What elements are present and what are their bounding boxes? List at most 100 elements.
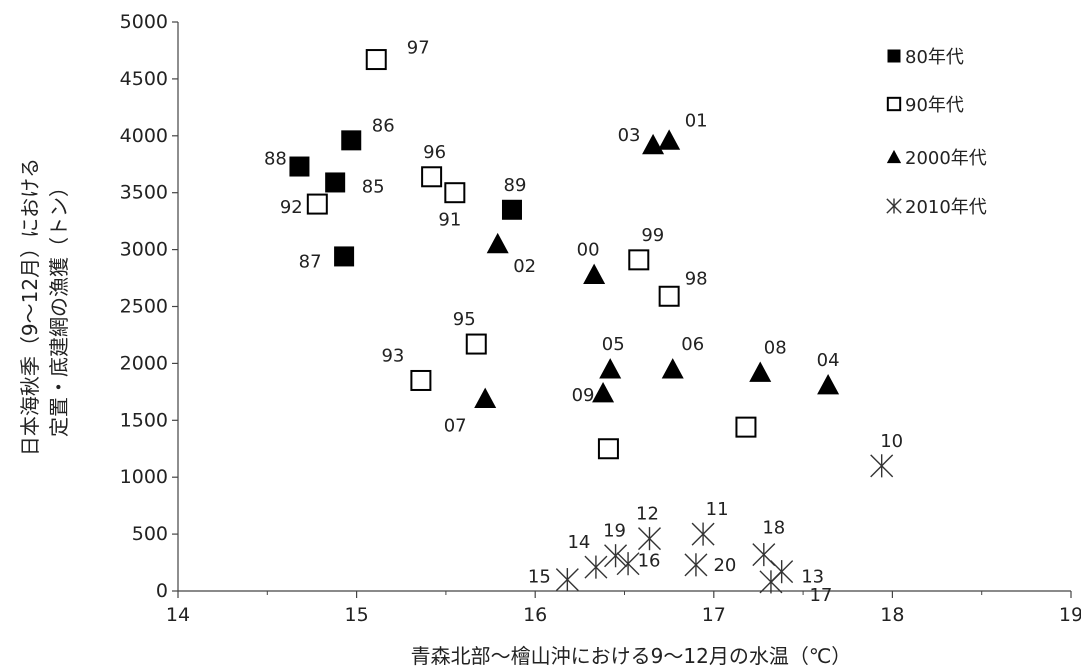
point-label: 97	[407, 38, 430, 59]
triangle-mark	[474, 387, 497, 409]
point-label: 19	[603, 521, 626, 542]
point-label: 02	[513, 256, 536, 277]
y-tick-label: 4000	[120, 125, 168, 147]
y-axis-title-line2: 定置・底建網の漁獲（トン）	[47, 177, 71, 437]
y-tick-label: 5000	[120, 11, 168, 33]
square-mark	[658, 285, 680, 307]
legend-marker-icon	[886, 149, 902, 164]
point-label: 96	[423, 142, 446, 163]
data-point	[501, 199, 522, 220]
point-label: 08	[764, 338, 787, 359]
data-point	[341, 130, 362, 151]
y-tick-label: 3000	[120, 239, 168, 261]
point-label: 12	[636, 504, 659, 525]
point-label: 93	[381, 345, 404, 366]
point-label: 89	[504, 175, 527, 196]
legend-label: 2010年代	[905, 197, 987, 218]
square-mark	[365, 49, 387, 71]
square-mark	[410, 369, 432, 391]
triangle-mark	[661, 358, 684, 379]
data-point	[759, 570, 783, 594]
x-tick-label: 17	[702, 604, 726, 626]
square-mark	[306, 193, 328, 215]
axes	[172, 21, 1072, 598]
data-point	[616, 552, 640, 576]
triangle-mark	[658, 129, 681, 150]
x-tick-label: 15	[345, 604, 369, 626]
triangle-mark	[592, 381, 615, 403]
x-tick-label: 16	[523, 604, 547, 626]
data-point	[599, 358, 622, 379]
data-point	[638, 527, 661, 551]
triangle-mark	[642, 133, 665, 155]
data-point	[325, 172, 346, 193]
point-label: 16	[638, 551, 661, 572]
legend-entry: 2000年代	[886, 148, 987, 169]
square-mark	[628, 249, 650, 271]
y-tick-label: 2500	[120, 296, 168, 318]
square-mark	[444, 182, 466, 204]
point-label: 14	[567, 532, 590, 553]
legend-label: 90年代	[905, 95, 964, 116]
point-label: 18	[762, 518, 785, 539]
data-point	[334, 246, 355, 267]
data-point	[752, 543, 776, 567]
point-label: 99	[641, 225, 664, 246]
point-label: 88	[264, 149, 287, 170]
square-mark	[735, 416, 757, 438]
square-mark	[887, 49, 901, 63]
data-point	[584, 555, 608, 579]
point-label: 01	[685, 110, 708, 131]
y-tick-label: 500	[132, 523, 168, 545]
point-label: 10	[880, 431, 903, 452]
triangle-mark	[817, 374, 840, 395]
point-label: 09	[572, 385, 595, 406]
point-label: 13	[801, 567, 824, 588]
data-point	[691, 522, 715, 546]
data-point	[604, 544, 628, 568]
triangle-mark	[583, 263, 606, 284]
y-tick-label: 4500	[120, 68, 168, 90]
data-point	[817, 374, 840, 395]
data-point	[684, 553, 708, 577]
point-label: 05	[602, 334, 625, 355]
tick-labels: 0500100015002000250030003500400045005000…	[120, 11, 1081, 626]
y-axis-title-line1: 日本海秋季（9～12月）における	[18, 158, 42, 456]
data-point	[658, 285, 680, 307]
point-label: 00	[577, 240, 600, 261]
y-tick-label: 3500	[120, 182, 168, 204]
data-point	[474, 387, 497, 409]
triangle-mark	[749, 361, 772, 382]
y-tick-label: 1500	[120, 409, 168, 431]
legend-entry: 90年代	[886, 95, 964, 116]
square-mark	[465, 333, 487, 355]
data-point	[642, 133, 665, 155]
point-label: 11	[706, 499, 729, 520]
square-mark	[289, 156, 310, 177]
point-label: 06	[681, 334, 704, 355]
x-tick-label: 14	[166, 604, 190, 626]
x-tick-label: 18	[880, 604, 904, 626]
data-point	[735, 416, 757, 438]
data-point	[592, 381, 615, 403]
y-tick-label: 0	[156, 580, 168, 602]
data-point	[421, 166, 443, 188]
data-point	[583, 263, 606, 284]
square-mark	[501, 199, 522, 220]
point-label: 04	[817, 350, 840, 371]
data-point	[444, 182, 466, 204]
y-tick-label: 2000	[120, 352, 168, 374]
square-mark	[886, 96, 902, 112]
triangle-mark	[599, 358, 622, 379]
square-mark	[597, 438, 619, 460]
square-mark	[334, 246, 355, 267]
data-point	[410, 369, 432, 391]
point-label: 07	[444, 416, 467, 437]
legend-entry: 80年代	[887, 47, 964, 68]
legend-entry: 2010年代	[886, 197, 987, 218]
data-point	[486, 232, 509, 254]
point-label: 92	[280, 197, 303, 218]
data-point	[555, 568, 579, 592]
data-point	[658, 129, 681, 150]
data-point	[306, 193, 328, 215]
